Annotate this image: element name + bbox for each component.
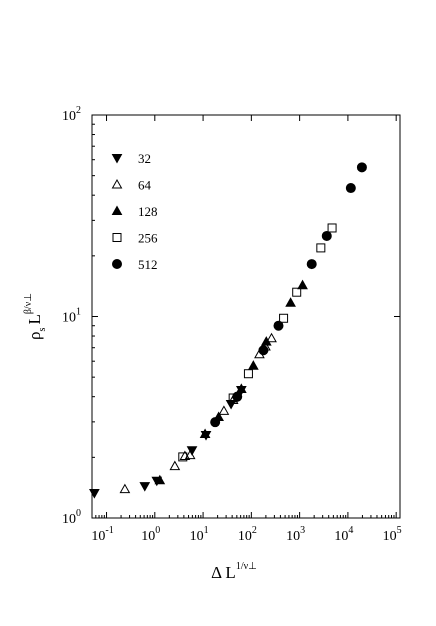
y-label-sub: s xyxy=(37,327,48,331)
data-point xyxy=(260,336,272,346)
x-tick-exponent: 3 xyxy=(300,525,305,536)
x-tick-label: 100 xyxy=(141,525,160,544)
legend-marker xyxy=(111,154,123,164)
data-point xyxy=(154,474,166,485)
data-point xyxy=(292,287,302,297)
y-label-sup: β/ν⊥ xyxy=(23,293,34,314)
y-tick-base: 10 xyxy=(62,512,76,527)
x-tick-exponent: 0 xyxy=(155,525,160,536)
y-tick-exponent: 2 xyxy=(76,105,81,116)
data-point xyxy=(285,297,296,307)
x-tick-exponent: 2 xyxy=(252,525,257,536)
data-point xyxy=(178,452,188,462)
data-point xyxy=(297,279,308,290)
legend-label: 128 xyxy=(138,204,158,219)
data-point xyxy=(184,449,196,460)
legend-marker xyxy=(112,259,122,269)
data-point xyxy=(247,360,259,370)
data-point xyxy=(321,230,332,241)
x-tick-exponent: 5 xyxy=(397,525,402,536)
data-point xyxy=(210,417,221,428)
legend-label: 256 xyxy=(138,231,158,246)
y-tick-base: 10 xyxy=(62,109,76,124)
data-point xyxy=(356,162,367,173)
data-point xyxy=(258,345,269,356)
data-point xyxy=(139,482,151,492)
y-tick-label: 102 xyxy=(62,105,81,124)
data-point xyxy=(199,428,211,439)
data-point xyxy=(266,332,277,343)
y-tick-base: 10 xyxy=(62,311,76,326)
x-tick-base: 10 xyxy=(383,529,397,544)
data-point xyxy=(235,383,247,393)
x-tick-label: 104 xyxy=(334,525,353,544)
x-tick-base: 10 xyxy=(238,529,252,544)
x-tick-base: 10 xyxy=(334,529,348,544)
x-tick-base: 10 xyxy=(190,529,204,544)
y-tick-exponent: 1 xyxy=(76,307,81,318)
x-tick-base: 10 xyxy=(141,529,155,544)
legend-marker xyxy=(111,178,123,189)
y-tick-label: 101 xyxy=(62,307,81,326)
legend-marker xyxy=(111,205,123,215)
legend-label: 32 xyxy=(138,151,151,166)
x-tick-exponent: 1 xyxy=(204,525,209,536)
x-tick-label: 105 xyxy=(383,525,402,544)
x-tick-label: 103 xyxy=(286,525,305,544)
y-tick-exponent: 0 xyxy=(76,508,81,519)
x-tick-base: 10 xyxy=(91,529,105,544)
x-tick-exponent: -1 xyxy=(105,525,113,536)
x-tick-exponent: 4 xyxy=(348,525,353,536)
x-label-sup: 1/ν⊥ xyxy=(236,561,257,572)
legend-label: 512 xyxy=(138,257,158,272)
data-point xyxy=(279,313,289,323)
x-tick-base: 10 xyxy=(286,529,300,544)
y-label-text2: L xyxy=(25,314,44,324)
y-axis-label: ρsLβ/ν⊥ xyxy=(23,293,48,340)
data-point xyxy=(218,405,230,415)
y-tick-label: 100 xyxy=(62,508,81,527)
x-label-text: Δ L xyxy=(211,563,236,582)
data-point xyxy=(306,259,317,270)
data-point xyxy=(345,183,356,194)
legend-label: 64 xyxy=(138,178,152,193)
data-point xyxy=(243,369,253,379)
x-tick-label: 102 xyxy=(238,525,257,544)
data-point xyxy=(89,489,100,499)
data-point xyxy=(316,243,326,253)
data-point xyxy=(119,483,131,494)
legend-marker xyxy=(112,233,122,242)
data-point xyxy=(232,391,243,402)
x-axis-label: Δ L1/ν⊥ xyxy=(211,561,257,582)
x-tick-label: 10-1 xyxy=(91,525,113,544)
x-tick-label: 101 xyxy=(190,525,209,544)
data-point xyxy=(327,223,337,233)
data-point xyxy=(169,460,181,471)
data-point xyxy=(273,320,284,331)
y-label-text: ρ xyxy=(25,331,44,339)
